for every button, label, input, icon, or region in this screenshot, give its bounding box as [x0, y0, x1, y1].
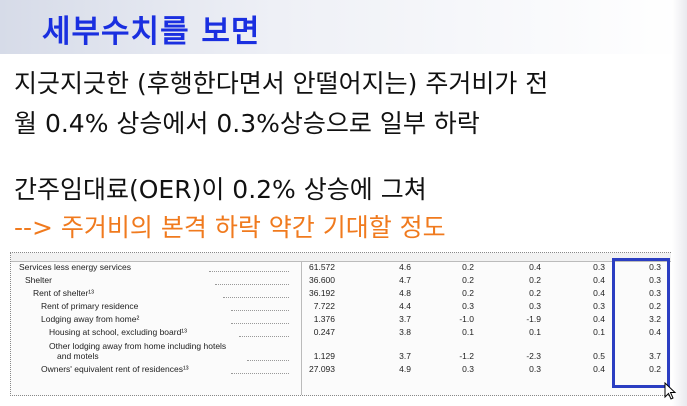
row-value: 3.7 [399, 314, 411, 324]
table-row: and motels 1.129 3.7 -1.2 -2.3 0.5 3.7 [11, 351, 671, 363]
row-value: 0.2 [649, 301, 661, 311]
row-value: 0.3 [462, 364, 474, 374]
table-row: Lodging away from home² 1.376 3.7 -1.0 -1.9 0… [11, 314, 671, 326]
table-row: Rent of shelter¹³ 36.192 4.8 0.2 0.2 0.4 0.3 [11, 288, 671, 300]
row-value: 4.9 [399, 364, 411, 374]
leader-dots [247, 359, 289, 361]
row-value: 1.376 [313, 314, 335, 324]
row-label: Services less energy services [19, 262, 131, 272]
row-value: 3.2 [649, 314, 661, 324]
row-label: Lodging away from home² [41, 314, 140, 324]
leader-dots [215, 283, 289, 285]
row-value: 3.7 [649, 351, 661, 361]
row-value: 0.4 [649, 327, 661, 337]
row-label: and motels [57, 351, 99, 361]
table-row: Other lodging away from home including h… [11, 341, 671, 353]
row-value: 4.4 [399, 301, 411, 311]
table-row: Housing at school, excluding board¹³ 0.24… [11, 327, 671, 339]
row-value: 0.1 [593, 327, 605, 337]
table-cut-header [11, 253, 671, 262]
highlight-box [612, 258, 670, 388]
row-value: 0.2 [649, 364, 661, 374]
column-divider [301, 261, 302, 395]
row-label: Housing at school, excluding board¹³ [49, 327, 187, 337]
row-value: 1.129 [313, 351, 335, 361]
row-value: 0.3 [649, 288, 661, 298]
text-line-4-conclusion: --> 주거비의 본격 하락 약간 기대할 정도 [14, 213, 446, 242]
row-value: 0.4 [593, 364, 605, 374]
row-value: 36.192 [309, 288, 335, 298]
row-value: 0.3 [593, 301, 605, 311]
row-value: 0.2 [462, 262, 474, 272]
slide-title: 세부수치를 보면 [42, 14, 261, 50]
text-line-1: 지긋지긋한 (후행한다면서 안떨어지는) 주거비가 전 [14, 69, 549, 98]
row-value: 0.3 [529, 301, 541, 311]
row-value: 3.7 [399, 351, 411, 361]
row-value: 3.8 [399, 327, 411, 337]
row-value: -1.2 [459, 351, 474, 361]
row-value: 0.2 [462, 288, 474, 298]
leader-dots [231, 372, 289, 374]
row-value: -1.9 [526, 314, 541, 324]
row-value: 0.2 [462, 275, 474, 285]
leader-dots [209, 270, 289, 272]
row-label: Rent of shelter¹³ [33, 288, 94, 298]
row-label: Other lodging away from home including h… [49, 341, 227, 351]
row-value: 61.572 [309, 262, 335, 272]
row-value: 0.4 [529, 262, 541, 272]
row-value: 0.2 [529, 288, 541, 298]
row-value: 0.1 [462, 327, 474, 337]
row-value: 7.722 [313, 301, 335, 311]
row-value: 0.4 [593, 288, 605, 298]
table-row: Shelter 36.600 4.7 0.2 0.2 0.4 0.3 [11, 275, 671, 287]
leader-dots [223, 296, 289, 298]
row-value: 0.247 [313, 327, 335, 337]
row-value: -1.0 [459, 314, 474, 324]
row-value: 4.8 [399, 288, 411, 298]
row-value: 0.3 [649, 262, 661, 272]
cpi-detail-table: Services less energy services 61.572 4.6 0.… [10, 252, 671, 396]
text-line-3: 간주임대료(OER)이 0.2% 상승에 그쳐 [14, 175, 427, 204]
row-value: 0.4 [593, 314, 605, 324]
row-value: 0.4 [593, 275, 605, 285]
leader-dots [239, 335, 289, 337]
row-value: 0.3 [462, 301, 474, 311]
row-label: Shelter [25, 275, 52, 285]
row-value: 0.2 [529, 275, 541, 285]
title-band [0, 0, 687, 54]
row-value: 0.1 [529, 327, 541, 337]
mouse-cursor-icon [664, 382, 677, 400]
leader-dots [231, 322, 289, 324]
row-value: 4.7 [399, 275, 411, 285]
row-value: 27.093 [309, 364, 335, 374]
leader-dots [231, 309, 289, 311]
text-line-2: 월 0.4% 상승에서 0.3%상승으로 일부 하락 [14, 109, 480, 138]
table-row: Rent of primary residence 7.722 4.4 0.3 0.3 0… [11, 301, 671, 313]
row-value: 0.3 [529, 364, 541, 374]
row-value: 36.600 [309, 275, 335, 285]
row-value: 0.5 [593, 351, 605, 361]
table-row: Services less energy services 61.572 4.6 0.… [11, 262, 671, 274]
row-label: Rent of primary residence [41, 301, 139, 311]
row-label: Owners' equivalent rent of residences¹³ [41, 364, 189, 374]
row-value: 0.3 [649, 275, 661, 285]
right-edge-shadow [672, 0, 687, 406]
row-value: -2.3 [526, 351, 541, 361]
row-value: 0.3 [593, 262, 605, 272]
table-row: Owners' equivalent rent of residences¹³ 2… [11, 364, 671, 376]
row-value: 4.6 [399, 262, 411, 272]
